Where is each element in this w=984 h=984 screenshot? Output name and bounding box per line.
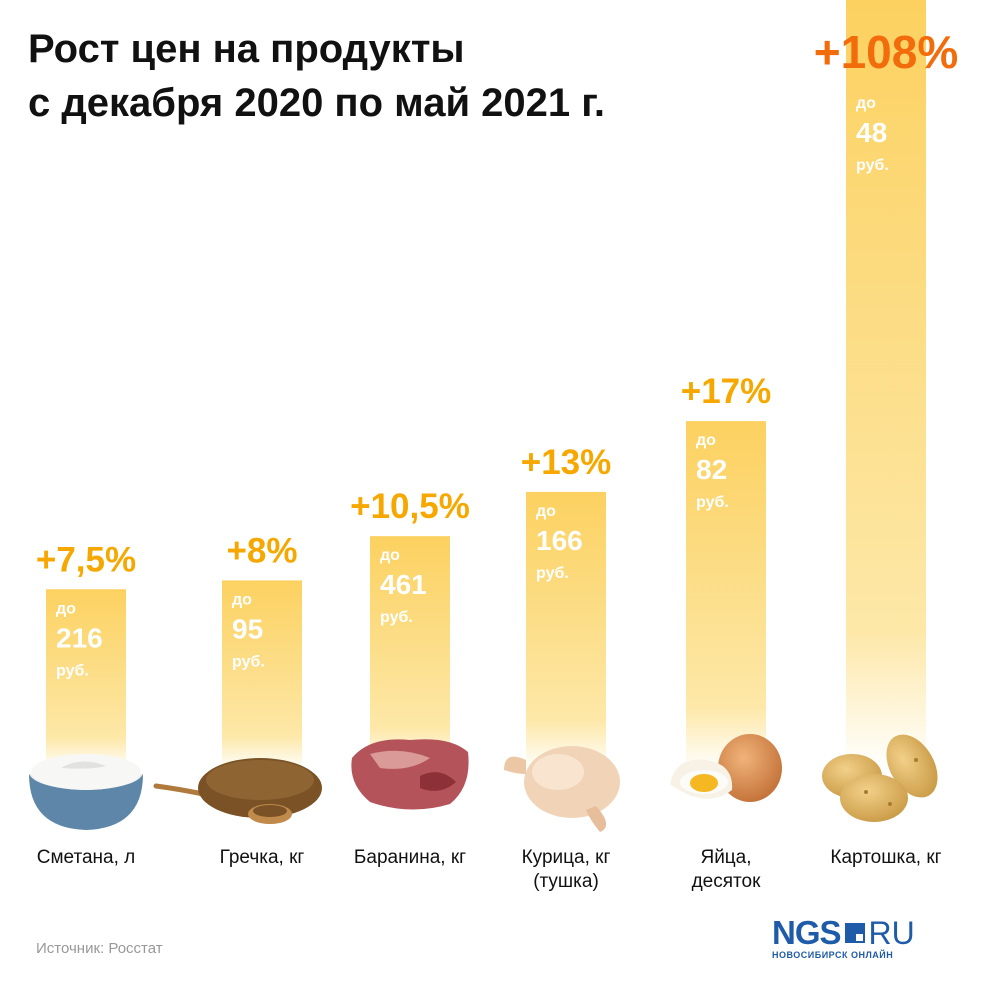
category-label-2: Гречка, кг [177, 846, 347, 870]
price-value-4: 166 [536, 525, 583, 556]
price-suffix-4: руб. [536, 565, 569, 582]
logo-suffix: RU [868, 914, 915, 951]
ngs-logo: NGS RU НОВОСИБИРСК ОНЛАЙН [772, 914, 962, 966]
price-prefix-2: до [232, 591, 252, 608]
category-label-1: Сметана, л [1, 846, 171, 870]
chicken-icon [504, 746, 620, 832]
category-label-line: Картошка, кг [830, 847, 942, 868]
bar-4 [526, 491, 606, 770]
category-label-line: Курица, кг [521, 847, 611, 868]
price-value-6: 48 [856, 117, 887, 148]
price-value-2: 95 [232, 613, 263, 644]
bars-layer: +7,5% до 216 руб. +8% до 95 руб. +10,5% до 461 руб.… [36, 0, 958, 770]
buckwheat-icon [153, 758, 322, 824]
bar-1 [46, 589, 126, 770]
category-label-line: Баранина, кг [353, 847, 467, 868]
price-suffix-6: руб. [856, 157, 889, 174]
growth-label-4: +13% [521, 443, 612, 482]
lamb-meat-icon [351, 739, 469, 810]
chart-title: Рост цен на продукты с декабря 2020 по м… [28, 22, 605, 130]
price-value-5: 82 [696, 454, 727, 485]
price-prefix-3: до [380, 547, 400, 564]
logo-square-icon [844, 923, 865, 943]
bar-3 [370, 536, 450, 770]
growth-label-3: +10,5% [350, 487, 470, 526]
logo-subtitle: НОВОСИБИРСК ОНЛАЙН [772, 950, 894, 960]
bar-5 [686, 421, 766, 770]
category-label-line: Гречка, кг [219, 847, 305, 868]
price-value-1: 216 [56, 622, 103, 653]
potatoes-icon [822, 734, 938, 822]
growth-label-6: +108% [814, 26, 959, 78]
bar-chart: +7,5% до 216 руб. +8% до 95 руб. +10,5% до 461 руб.… [29, 0, 958, 832]
title-line-2: с декабря 2020 по май 2021 г. [28, 81, 606, 125]
sour-cream-bowl-icon [29, 754, 143, 830]
category-label-line: Сметана, л [36, 847, 136, 868]
category-label-4: Курица, кг (тушка) [481, 846, 651, 894]
category-label-3: Баранина, кг [325, 846, 495, 870]
price-suffix-1: руб. [56, 662, 89, 679]
logo-text: NGS [772, 914, 842, 951]
growth-label-2: +8% [226, 531, 297, 570]
price-prefix-5: до [696, 432, 716, 449]
price-prefix-1: до [56, 600, 76, 617]
bar-6 [846, 0, 926, 770]
title-line-1: Рост цен на продукты [28, 27, 465, 71]
price-suffix-5: руб. [696, 494, 729, 511]
bar-2 [222, 580, 302, 770]
category-label-5: Яйца, десяток [641, 846, 811, 894]
category-label-line: Яйца, [700, 847, 752, 868]
price-prefix-4: до [536, 503, 556, 520]
price-suffix-3: руб. [380, 609, 413, 626]
price-prefix-6: до [856, 95, 876, 112]
growth-label-1: +7,5% [36, 540, 136, 579]
category-label-line: (тушка) [533, 871, 599, 892]
category-label-6: Картошка, кг [801, 846, 971, 870]
price-value-3: 461 [380, 569, 427, 600]
source-note: Источник: Росстат [36, 940, 163, 957]
growth-label-5: +17% [681, 372, 772, 411]
category-label-line: десяток [691, 871, 761, 892]
eggs-icon [670, 734, 782, 802]
price-suffix-2: руб. [232, 653, 265, 670]
